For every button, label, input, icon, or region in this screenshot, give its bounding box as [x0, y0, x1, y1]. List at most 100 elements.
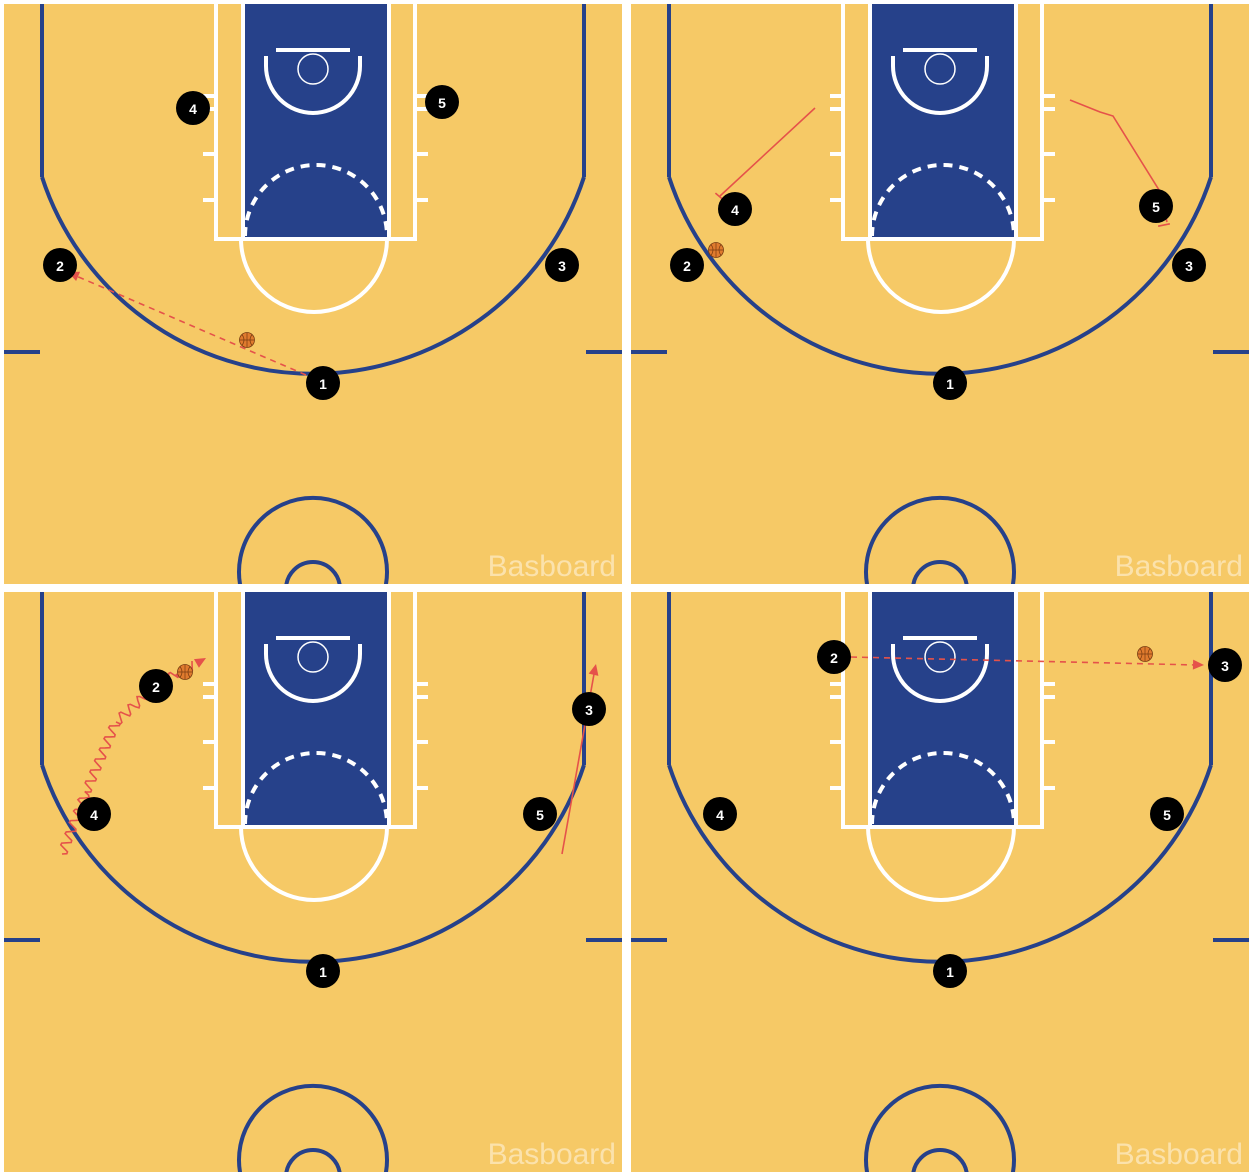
center-circle-outer [864, 1083, 1016, 1172]
dribble-arrowhead [193, 658, 206, 668]
player-3-number: 3 [585, 702, 593, 718]
player-5: 5 [1139, 189, 1173, 223]
free-throw-circle-dashed [243, 163, 389, 237]
center-circle-outer [237, 1083, 389, 1172]
ball-seam-curves [241, 334, 253, 346]
player-4-marker [718, 192, 752, 226]
free-throw-circle-solid [239, 826, 389, 902]
player-2-marker [139, 669, 173, 703]
basketball-icon [1137, 646, 1153, 662]
frame-3-panel: Basboard 1 2 3 4 5 [4, 592, 622, 1172]
player-5-marker [523, 797, 557, 831]
player-2-number: 2 [683, 258, 691, 274]
player-4: 4 [176, 91, 210, 125]
player-3-marker [572, 692, 606, 726]
painted-key [870, 4, 1016, 237]
center-circle-outer [237, 495, 389, 584]
player-5: 5 [523, 797, 557, 831]
player-3: 3 [545, 248, 579, 282]
player-4-marker [176, 91, 210, 125]
basketball-icon [177, 664, 193, 680]
court-frame-3: Basboard 1 2 3 4 5 [4, 592, 622, 1172]
player-4-marker [703, 797, 737, 831]
court-frame-2: Basboard 1 2 3 4 5 [631, 4, 1249, 584]
player-1-marker [933, 366, 967, 400]
player-5-number: 5 [536, 807, 544, 823]
basketball-icon [708, 242, 724, 258]
player-1: 1 [933, 954, 967, 988]
frame-4-panel: Basboard 1 2 3 4 5 [631, 592, 1249, 1172]
player-1-number: 1 [946, 964, 954, 980]
player-3-marker [1172, 248, 1206, 282]
ball-seam-cross [239, 332, 255, 348]
player-2: 2 [139, 669, 173, 703]
center-circle-inner [284, 1148, 342, 1172]
player-1-marker [933, 954, 967, 988]
rim [297, 641, 329, 673]
center-circle-inner [911, 1148, 969, 1172]
player-3: 3 [1172, 248, 1206, 282]
player-4: 4 [77, 797, 111, 831]
free-throw-circle-dashed [870, 163, 1016, 237]
painted-key [870, 592, 1016, 825]
player-3-number: 3 [1221, 658, 1229, 674]
player-2-marker [670, 248, 704, 282]
pass-arrowhead [1192, 659, 1204, 670]
player-4-number: 4 [716, 807, 724, 823]
player-4: 4 [718, 192, 752, 226]
ball-seam-curves [179, 666, 191, 678]
player-5-marker [1139, 189, 1173, 223]
outer-lane [214, 4, 417, 241]
player-5: 5 [1150, 797, 1184, 831]
player-1: 1 [306, 366, 340, 400]
player-1-number: 1 [319, 964, 327, 980]
player-4-number: 4 [90, 807, 98, 823]
pass-2-to-3 [850, 656, 1198, 666]
player-5-marker [425, 85, 459, 119]
player-5-number: 5 [1152, 199, 1160, 215]
center-circle-inner [284, 560, 342, 584]
restricted-area [891, 644, 989, 703]
player-1-number: 1 [946, 376, 954, 392]
pass-1-to-2 [73, 274, 307, 376]
watermark-text: Basboard [488, 550, 616, 583]
ball-seam-curves [1139, 648, 1151, 660]
free-throw-circle-solid [866, 238, 1016, 314]
cut-arrowhead [588, 664, 599, 676]
player-2-number: 2 [152, 679, 160, 695]
player-5: 5 [425, 85, 459, 119]
ball-seam-cross [177, 664, 193, 680]
rim [924, 641, 956, 673]
player-5-number: 5 [1163, 807, 1171, 823]
player-4: 4 [703, 797, 737, 831]
court-frame-4: Basboard 1 2 3 4 5 [631, 592, 1249, 1172]
player-4-marker [77, 797, 111, 831]
player-2-marker [817, 640, 851, 674]
painted-key [243, 592, 389, 825]
player-1: 1 [933, 366, 967, 400]
restricted-area [891, 56, 989, 115]
court-frame-1: Basboard 1 2 3 4 5 [4, 4, 622, 584]
watermark-text: Basboard [488, 1138, 616, 1171]
watermark-text: Basboard [1115, 550, 1243, 583]
restricted-area [264, 56, 362, 115]
player-3-number: 3 [1185, 258, 1193, 274]
player-2: 2 [817, 640, 851, 674]
player-2: 2 [670, 248, 704, 282]
frame-2-panel: Basboard 1 2 3 4 5 [631, 4, 1249, 584]
center-circle-inner [911, 560, 969, 584]
ball-seam-cross [1137, 646, 1153, 662]
free-throw-circle-solid [239, 238, 389, 314]
player-2-number: 2 [830, 650, 838, 666]
player-2: 2 [43, 248, 77, 282]
player-1: 1 [306, 954, 340, 988]
center-circle-outer [864, 495, 1016, 584]
basketball-icon [239, 332, 255, 348]
player-3: 3 [1208, 648, 1242, 682]
painted-key [243, 4, 389, 237]
player-4-number: 4 [189, 101, 197, 117]
player-3-marker [545, 248, 579, 282]
free-throw-circle-solid [866, 826, 1016, 902]
outer-lane [214, 592, 417, 829]
